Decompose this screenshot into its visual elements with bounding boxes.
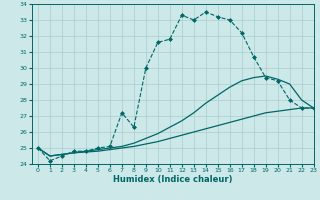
X-axis label: Humidex (Indice chaleur): Humidex (Indice chaleur) xyxy=(113,175,233,184)
